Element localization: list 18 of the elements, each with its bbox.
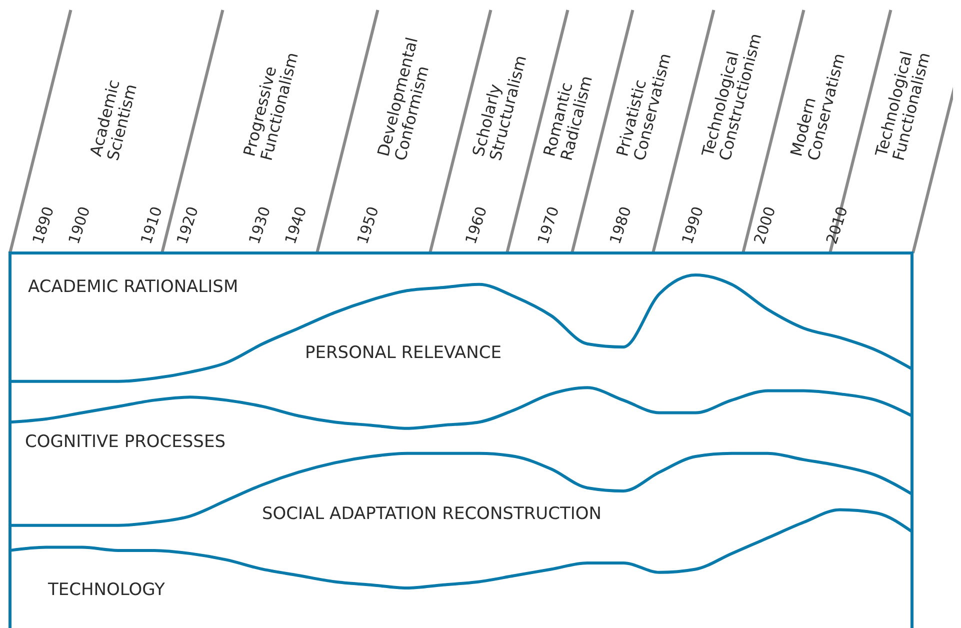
annotation: TECHNOLOGY [47,580,166,600]
x-tick-label: 1910 [137,204,166,246]
x-tick-label: 1920 [173,204,202,246]
x-tick-label: 1960 [462,204,491,246]
x-tick-label: 1930 [245,204,274,246]
annotation: COGNITIVE PROCESSES [25,432,226,452]
x-tick-label: 1970 [534,204,563,246]
x-tick-label: 1950 [353,204,382,246]
x-tick-label: 1900 [64,204,94,246]
x-tick-label: 1940 [281,204,310,246]
x-tick-label: 1990 [678,204,708,246]
x-tick-label: 1980 [606,204,635,246]
annotation: SOCIAL ADAPTATION RECONSTRUCTION [262,504,602,524]
x-tick-label: 2000 [750,204,780,246]
x-tick-label: 1890 [28,204,58,246]
annotation: PERSONAL RELEVANCE [305,343,502,363]
x-tick-label: 2010 [822,204,852,246]
annotation: ACADEMIC RATIONALISM [28,277,238,297]
